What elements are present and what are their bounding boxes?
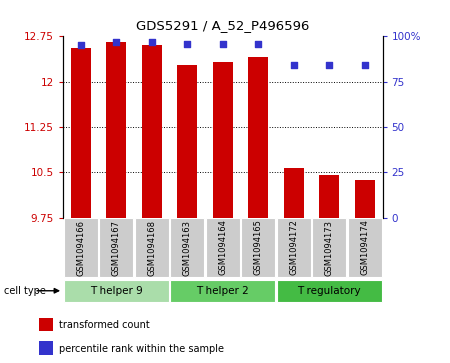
Bar <box>170 280 275 302</box>
Point <box>148 39 155 45</box>
Bar <box>355 180 374 218</box>
Bar <box>312 219 346 277</box>
Bar <box>177 65 197 218</box>
Bar <box>206 219 240 277</box>
Text: GSM1094165: GSM1094165 <box>254 220 263 276</box>
Text: GSM1094163: GSM1094163 <box>183 220 192 276</box>
Text: cell type: cell type <box>4 286 46 296</box>
Point <box>290 62 297 68</box>
Point <box>361 62 369 68</box>
Bar <box>284 168 303 218</box>
Text: percentile rank within the sample: percentile rank within the sample <box>59 344 224 354</box>
Bar <box>241 219 275 277</box>
Text: GSM1094164: GSM1094164 <box>218 220 227 276</box>
Bar <box>248 57 268 218</box>
Text: transformed count: transformed count <box>59 321 150 330</box>
Title: GDS5291 / A_52_P496596: GDS5291 / A_52_P496596 <box>136 19 310 32</box>
Point <box>112 39 120 45</box>
Bar <box>277 280 382 302</box>
Bar <box>320 175 339 218</box>
Text: GSM1094166: GSM1094166 <box>76 220 85 276</box>
Point <box>255 41 262 46</box>
Bar <box>142 45 162 218</box>
Bar <box>135 219 169 277</box>
Bar <box>71 48 90 218</box>
Bar <box>63 219 98 277</box>
Text: T regulatory: T regulatory <box>297 286 361 296</box>
Text: T helper 9: T helper 9 <box>90 286 143 296</box>
Bar <box>277 219 311 277</box>
Bar <box>99 219 133 277</box>
Text: GSM1094172: GSM1094172 <box>289 220 298 276</box>
Text: T helper 2: T helper 2 <box>196 286 249 296</box>
Text: GSM1094173: GSM1094173 <box>325 220 334 276</box>
Bar <box>107 42 126 218</box>
Bar <box>170 219 204 277</box>
Text: GSM1094168: GSM1094168 <box>147 220 156 276</box>
Point <box>326 62 333 68</box>
Bar <box>63 280 169 302</box>
Text: GSM1094174: GSM1094174 <box>360 220 369 276</box>
Point <box>77 42 84 48</box>
Bar <box>213 62 233 218</box>
Bar <box>348 219 382 277</box>
Point <box>184 41 191 46</box>
Point <box>219 41 226 46</box>
Bar <box>39 318 53 331</box>
Bar <box>39 342 53 355</box>
Text: GSM1094167: GSM1094167 <box>112 220 121 276</box>
